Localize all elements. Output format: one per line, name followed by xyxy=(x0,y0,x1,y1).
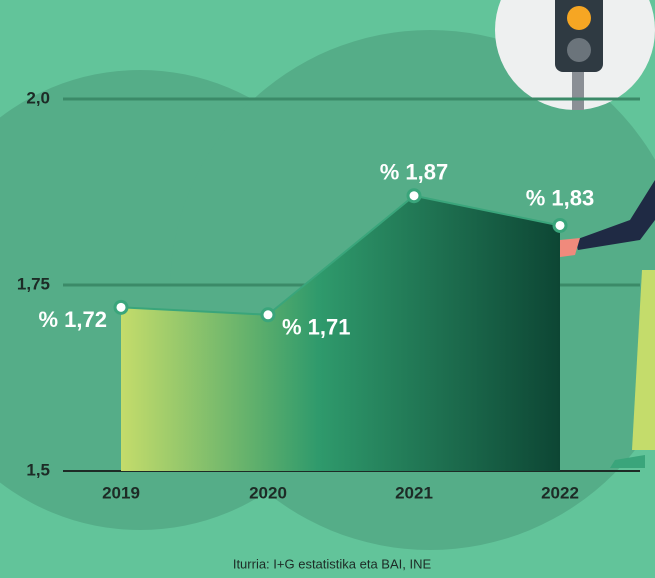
value-label: % 1,87 xyxy=(380,160,449,185)
point xyxy=(408,190,420,202)
point xyxy=(262,309,274,321)
value-label: % 1,71 xyxy=(282,315,351,340)
x-tick-label: 2019 xyxy=(102,483,140,502)
x-tick-label: 2021 xyxy=(395,483,433,502)
value-label: % 1,72 xyxy=(39,307,108,332)
value-label: % 1,83 xyxy=(526,185,595,210)
source: Iturria: I+G estatistika eta BAI, INE xyxy=(233,556,432,571)
y-tick-label: 1,75 xyxy=(17,274,50,293)
y-tick-label: 1,5 xyxy=(26,460,50,479)
chart: 1,5 1,75 2,0 % 1,72 2019 % 1,71 2020 % 1,87 2021… xyxy=(0,0,655,578)
x-tick-label: 2020 xyxy=(249,483,287,502)
point xyxy=(554,219,566,231)
y-tick-label: 2,0 xyxy=(26,88,50,107)
point xyxy=(115,301,127,313)
x-tick-label: 2022 xyxy=(541,483,579,502)
